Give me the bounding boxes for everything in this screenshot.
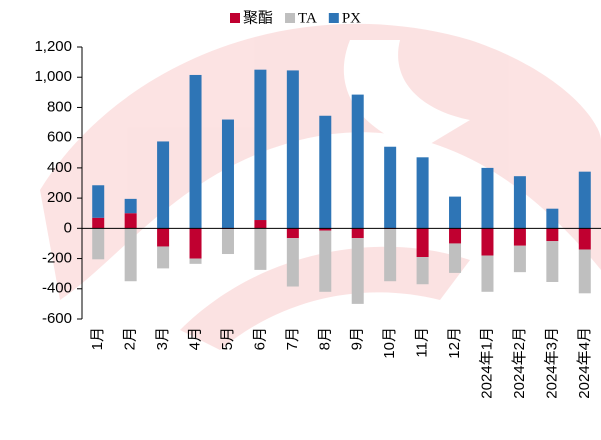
bar (319, 116, 331, 229)
bar (481, 228, 493, 255)
bar (514, 176, 526, 228)
bar (254, 220, 266, 228)
x-tick-label: 12月 (446, 327, 463, 359)
bar (481, 256, 493, 292)
bar (546, 241, 558, 282)
legend-label: 聚酯 (243, 9, 273, 26)
y-tick-label: 200 (47, 189, 72, 206)
bar (157, 141, 169, 228)
bar (92, 218, 104, 229)
bar (352, 95, 364, 229)
bar (222, 120, 234, 229)
bar (384, 229, 396, 281)
bar (190, 75, 202, 228)
bar (546, 228, 558, 241)
bar (417, 228, 429, 257)
bar (449, 197, 461, 229)
legend-label: PX (342, 10, 361, 26)
bar (417, 157, 429, 228)
bar (157, 228, 169, 246)
bar (352, 238, 364, 304)
bar (92, 185, 104, 217)
x-tick-label: 4月 (187, 327, 204, 350)
y-tick-label: 1,000 (34, 68, 72, 85)
x-tick-label: 7月 (284, 327, 301, 350)
x-tick-label: 3月 (154, 327, 171, 350)
bar (222, 229, 234, 254)
bar (125, 228, 137, 281)
bar (579, 249, 591, 293)
x-tick-label: 2月 (122, 327, 139, 350)
bar (449, 243, 461, 272)
legend-marker (230, 13, 240, 23)
y-tick-label: -200 (42, 250, 72, 267)
y-tick-label: 400 (47, 159, 72, 176)
x-tick-label: 8月 (316, 327, 333, 350)
x-tick-label: 2024年3月 (543, 327, 560, 399)
bar (514, 228, 526, 245)
x-tick-label: 5月 (219, 327, 236, 350)
bar (190, 228, 202, 258)
y-tick-label: -600 (42, 310, 72, 327)
x-tick-label: 6月 (251, 327, 268, 350)
bar (579, 228, 591, 249)
bar (92, 228, 104, 259)
y-tick-label: 1,200 (34, 38, 72, 55)
bar (384, 147, 396, 229)
y-tick-label: 800 (47, 98, 72, 115)
x-tick-label: 1月 (89, 327, 106, 350)
bar (319, 231, 331, 292)
bar (449, 228, 461, 243)
y-tick-label: 0 (64, 219, 72, 236)
x-tick-label: 2024年1月 (478, 327, 495, 399)
y-tick-label: 600 (47, 129, 72, 146)
bar (287, 228, 299, 238)
legend: 聚酯 TA PX (230, 9, 361, 26)
chart: 聚酯 TA PX -600 -400 -200 0 200 400 600 800 1,000 1,2… (0, 0, 601, 435)
bar (417, 257, 429, 284)
bar (514, 246, 526, 272)
bar (352, 228, 364, 238)
legend-marker (329, 13, 339, 23)
legend-label: TA (298, 10, 317, 26)
bar (481, 168, 493, 228)
bar (125, 213, 137, 228)
x-tick-label: 10月 (381, 327, 398, 359)
bar (157, 246, 169, 268)
bar (287, 238, 299, 286)
bar (579, 172, 591, 229)
bar (254, 70, 266, 220)
bar (190, 259, 202, 264)
x-tick-label: 2024年4月 (576, 327, 593, 399)
bar (287, 70, 299, 228)
x-tick-label: 9月 (349, 327, 366, 350)
x-tick-label: 2024年2月 (511, 327, 528, 399)
bar (125, 199, 137, 213)
y-tick-label: -400 (42, 280, 72, 297)
bar (254, 228, 266, 270)
x-tick-label: 11月 (414, 327, 431, 358)
bar (546, 209, 558, 229)
legend-marker (285, 13, 295, 23)
